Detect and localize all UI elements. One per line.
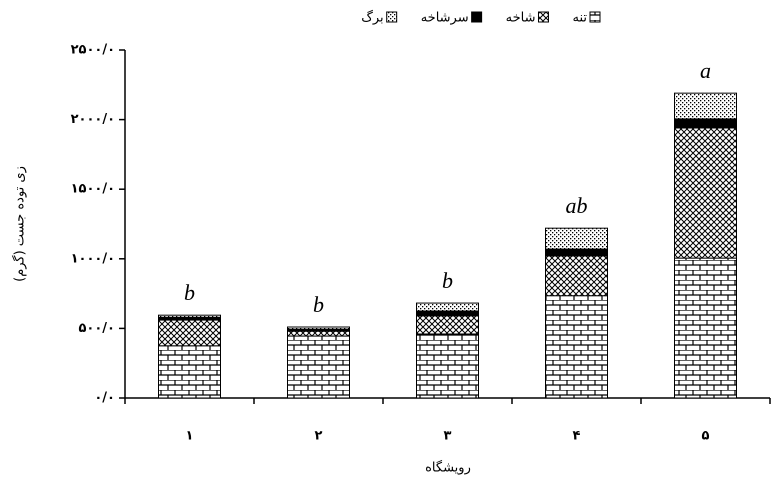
bar-segment (287, 326, 350, 330)
y-tick-label: ۵۰۰/۰ (79, 321, 116, 336)
bar-segment (416, 333, 479, 399)
bar-segment (158, 345, 221, 399)
y-tick-label: ۱۰۰۰/۰ (71, 251, 115, 266)
bar-segment (545, 248, 608, 257)
bar-segment (158, 319, 221, 347)
bar-segment (545, 227, 608, 250)
legend-label: برگ (361, 9, 383, 26)
bar-annotation: b (442, 268, 453, 293)
y-axis-title: زی توده جست (گرم) (12, 166, 28, 282)
y-tick-label: ۲۰۰۰/۰ (71, 112, 115, 127)
bar-segment (674, 92, 737, 120)
bar-segment (545, 295, 608, 399)
bar-segment (545, 255, 608, 297)
bar-segment (674, 257, 737, 399)
bar-segment (158, 314, 221, 318)
bar-segment (416, 310, 479, 317)
x-tick-label: ۴ (573, 429, 581, 444)
x-tick-label: ۵ (702, 429, 710, 444)
bar-annotation: a (700, 58, 711, 83)
legend-swatch (589, 11, 601, 23)
bar-segment (416, 315, 479, 335)
bar-segment (287, 335, 350, 399)
y-tick-label: ۱۵۰۰/۰ (71, 182, 115, 197)
y-tick-label: ۲۵۰۰/۰ (71, 43, 115, 58)
x-axis-title: رویشگاه (425, 460, 471, 476)
x-tick-label: ۱ (186, 429, 194, 444)
x-tick-label: ۲ (315, 429, 323, 444)
bar-annotation: ab (566, 193, 588, 218)
legend-swatch (537, 11, 549, 23)
legend-swatch (471, 11, 483, 23)
y-tick-label: ۰/۰ (94, 391, 115, 406)
bar-segment (287, 330, 350, 337)
bar-segment (674, 118, 737, 129)
bar-annotation: b (313, 292, 324, 317)
bar-segment (674, 127, 737, 259)
legend-swatch (386, 11, 398, 23)
x-tick-label: ۳ (444, 429, 452, 444)
legend-label: شاخه (506, 11, 536, 26)
legend-label: تنه (572, 11, 587, 26)
bar-annotation: b (184, 280, 195, 305)
legend-label: سرشاخه (421, 11, 469, 26)
bar-segment (416, 302, 479, 312)
